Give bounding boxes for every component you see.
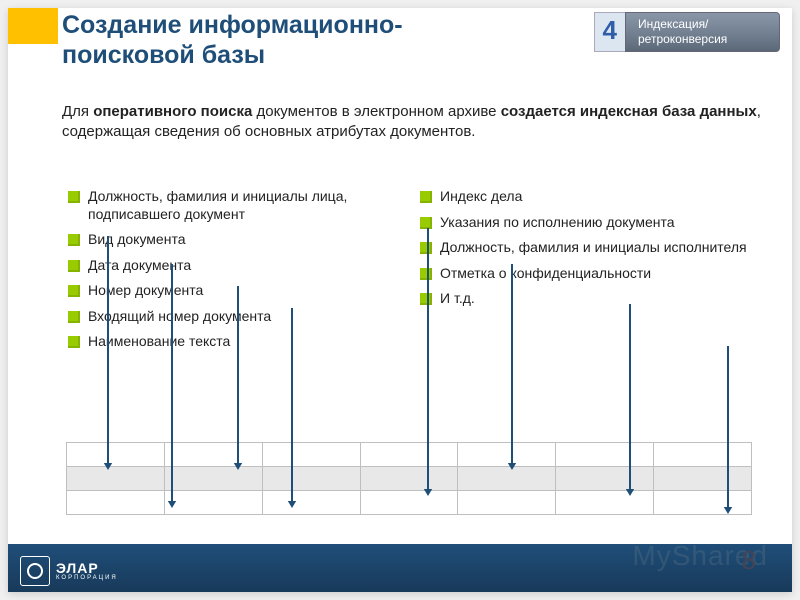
list-item: Индекс дела (420, 188, 762, 206)
list-item: Должность, фамилия и инициалы лица, подп… (68, 188, 410, 223)
table-cell (556, 443, 654, 467)
bullet-icon (420, 242, 432, 254)
list-item-label: И т.д. (440, 290, 475, 308)
table-row (67, 467, 752, 491)
title-line1: Создание информационно- (62, 11, 403, 39)
list-item-label: Наименование текста (88, 333, 230, 351)
table-row (67, 491, 752, 515)
table-cell (654, 491, 752, 515)
table-cell (654, 467, 752, 491)
table-cell (67, 491, 165, 515)
right-column: Индекс дела Указания по исполнению докуме… (420, 188, 762, 359)
bullet-icon (68, 191, 80, 203)
list-item: Наименование текста (68, 333, 410, 351)
step-label-line1: Индексация/ (638, 17, 708, 31)
title-line2: поисковой базы (62, 41, 265, 69)
slide-title: Создание информационно- поисковой базы (62, 10, 403, 70)
step-badge: 4 Индексация/ ретроконверсия (594, 12, 780, 52)
bullet-icon (68, 336, 80, 348)
list-item: Указания по исполнению документа (420, 214, 762, 232)
list-item: Номер документа (68, 282, 410, 300)
bullet-icon (68, 234, 80, 246)
attribute-lists: Должность, фамилия и инициалы лица, подп… (68, 188, 762, 359)
list-item: Отметка о конфиденциальности (420, 265, 762, 283)
bullet-icon (68, 260, 80, 272)
data-table (66, 442, 752, 515)
table-cell (67, 443, 165, 467)
logo-text: ЭЛАР КОРПОРАЦИЯ (56, 561, 118, 581)
intro-text: документов в электронном архиве (252, 103, 500, 120)
bullet-icon (420, 217, 432, 229)
step-label-line2: ретроконверсия (638, 32, 727, 46)
intro-paragraph: Для оперативного поиска документов в эле… (62, 102, 762, 143)
logo-icon (20, 556, 50, 586)
list-item-label: Входящий номер документа (88, 308, 271, 326)
logo-line1: ЭЛАР (56, 561, 118, 575)
table-cell (654, 443, 752, 467)
table-cell (458, 443, 556, 467)
table-cell (360, 491, 458, 515)
intro-bold: создается индексная база данных (501, 103, 757, 120)
table-placeholder (66, 442, 752, 515)
logo: ЭЛАР КОРПОРАЦИЯ (20, 556, 118, 586)
bullet-icon (420, 268, 432, 280)
list-item: Должность, фамилия и инициалы исполнител… (420, 239, 762, 257)
table-cell (164, 443, 262, 467)
bullet-icon (420, 293, 432, 305)
list-item-label: Отметка о конфиденциальности (440, 265, 651, 283)
table-cell (67, 467, 165, 491)
list-item: Входящий номер документа (68, 308, 410, 326)
logo-line2: КОРПОРАЦИЯ (56, 575, 118, 581)
table-cell (164, 491, 262, 515)
table-cell (458, 467, 556, 491)
table-cell (262, 491, 360, 515)
page-number: 8 (742, 545, 756, 576)
left-column: Должность, фамилия и инициалы лица, подп… (68, 188, 410, 359)
bullet-icon (68, 285, 80, 297)
table-cell (458, 491, 556, 515)
table-cell (360, 443, 458, 467)
list-item-label: Должность, фамилия и инициалы лица, подп… (88, 188, 410, 223)
list-item-label: Вид документа (88, 231, 185, 249)
step-label: Индексация/ ретроконверсия (625, 12, 780, 52)
list-item-label: Должность, фамилия и инициалы исполнител… (440, 239, 747, 257)
table-cell (556, 467, 654, 491)
table-cell (164, 467, 262, 491)
header: Создание информационно- поисковой базы 4… (8, 8, 792, 88)
intro-bold: оперативного поиска (93, 103, 252, 120)
slide: Создание информационно- поисковой базы 4… (8, 8, 792, 592)
step-number: 4 (594, 12, 625, 52)
list-item-label: Номер документа (88, 282, 203, 300)
list-item: И т.д. (420, 290, 762, 308)
intro-text: Для (62, 103, 93, 120)
accent-block (8, 8, 58, 44)
list-item: Вид документа (68, 231, 410, 249)
table-cell (262, 467, 360, 491)
table-row (67, 443, 752, 467)
table-cell (262, 443, 360, 467)
list-item: Дата документа (68, 257, 410, 275)
list-item-label: Дата документа (88, 257, 191, 275)
list-item-label: Индекс дела (440, 188, 522, 206)
bullet-icon (420, 191, 432, 203)
bullet-icon (68, 311, 80, 323)
list-item-label: Указания по исполнению документа (440, 214, 675, 232)
table-cell (556, 491, 654, 515)
table-cell (360, 467, 458, 491)
